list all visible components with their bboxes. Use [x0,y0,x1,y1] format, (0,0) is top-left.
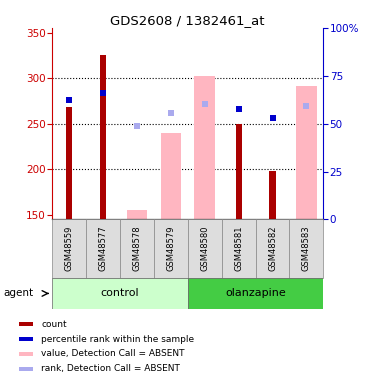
Text: GSM48579: GSM48579 [166,226,175,271]
Text: GSM48582: GSM48582 [268,226,277,271]
Bar [296,86,316,219]
Text: GSM48581: GSM48581 [234,226,243,271]
Bar [188,278,323,309]
Bar [19,322,33,326]
Bar [19,352,33,356]
Bar [154,219,187,278]
Bar [290,219,323,278]
Text: GSM48577: GSM48577 [98,226,107,271]
Bar [100,56,106,219]
Bar [127,210,147,219]
Text: agent: agent [4,288,34,298]
Text: GSM48580: GSM48580 [200,226,209,271]
Bar [256,219,290,278]
Bar [222,219,256,278]
Text: control: control [100,288,139,298]
Text: rank, Detection Call = ABSENT: rank, Detection Call = ABSENT [41,364,180,374]
Text: percentile rank within the sample: percentile rank within the sample [41,334,194,344]
Bar [86,219,120,278]
Text: GSM48559: GSM48559 [64,226,74,271]
Text: GSM48583: GSM48583 [302,226,311,271]
Bar [52,219,86,278]
Bar [188,219,222,278]
Bar [161,133,181,219]
Bar [120,219,154,278]
Text: count: count [41,320,67,329]
Bar [19,367,33,371]
Bar [194,76,215,219]
Bar [52,278,188,309]
Bar [66,107,72,219]
Bar [270,171,276,219]
Text: value, Detection Call = ABSENT: value, Detection Call = ABSENT [41,350,185,358]
Bar [236,124,242,219]
Text: olanzapine: olanzapine [225,288,286,298]
Text: GSM48578: GSM48578 [132,226,141,271]
Bar [19,337,33,341]
Title: GDS2608 / 1382461_at: GDS2608 / 1382461_at [110,14,265,27]
